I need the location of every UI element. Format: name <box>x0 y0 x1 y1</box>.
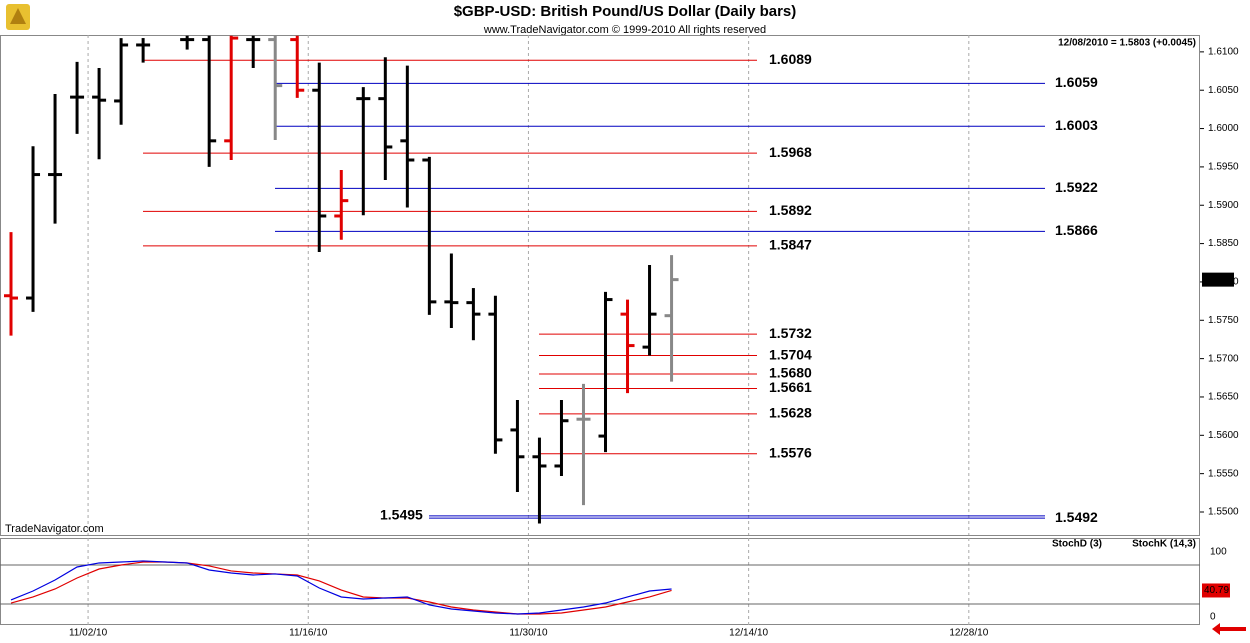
level-label: 1.5576 <box>769 444 812 460</box>
logo <box>6 4 30 30</box>
y-tick-label: 1.5500 <box>1208 507 1239 518</box>
last-value-box <box>1202 583 1230 598</box>
level-label: 1.5922 <box>1055 179 1098 195</box>
level-label: 1.5968 <box>769 144 812 160</box>
scroll-arrow[interactable] <box>1212 623 1246 635</box>
x-tick-label: 11/30/10 <box>509 628 548 639</box>
level-label: 1.6089 <box>769 51 812 67</box>
stoch-line <box>10 561 672 615</box>
stoch-line <box>10 560 672 615</box>
x-tick-label: 11/16/10 <box>289 628 328 639</box>
y-tick-label: 1.6100 <box>1208 47 1239 58</box>
y-tick-label: 1.5600 <box>1208 430 1239 441</box>
stoch-frame <box>0 538 1200 625</box>
y-tick-label: 1.6050 <box>1208 85 1239 96</box>
level-label: 1.6003 <box>1055 117 1098 133</box>
x-tick-label: 12/28/10 <box>949 628 988 639</box>
level-label: 1.5492 <box>1055 509 1098 525</box>
level-label: 1.5892 <box>769 202 812 218</box>
chart-subtitle: www.TradeNavigator.com © 1999-2010 All r… <box>483 24 766 36</box>
y-tick-label: 1.6000 <box>1208 123 1239 134</box>
y-tick-label: 0 <box>1210 612 1216 623</box>
last-value-label: 40.79 <box>1204 585 1229 596</box>
level-label: 1.5680 <box>769 365 812 381</box>
chart-title: $GBP-USD: British Pound/US Dollar (Daily… <box>454 3 797 20</box>
y-tick-label: 1.5550 <box>1208 468 1239 479</box>
y-tick-label: 1.5650 <box>1208 392 1239 403</box>
y-tick-label: 1.5950 <box>1208 162 1239 173</box>
y-tick-label: 1.5700 <box>1208 353 1239 364</box>
level-label: 1.5628 <box>769 405 812 421</box>
last-price-box <box>1202 272 1234 287</box>
level-label: 1.5732 <box>769 325 812 341</box>
level-label: 1.5704 <box>769 346 812 362</box>
legend-entry: StochD (3) <box>1052 539 1102 550</box>
price-frame <box>0 35 1200 536</box>
y-tick-label: 100 <box>1210 547 1227 558</box>
watermark: TradeNavigator.com <box>5 523 104 535</box>
x-tick-label: 11/02/10 <box>69 628 108 639</box>
x-tick-label: 12/14/10 <box>729 628 768 639</box>
y-tick-label: 1.5850 <box>1208 238 1239 249</box>
level-label: 1.5495 <box>380 507 423 523</box>
y-tick-label: 1.5900 <box>1208 200 1239 211</box>
y-tick-label: 1.5750 <box>1208 315 1239 326</box>
last-price-label: 1.5803 <box>1204 274 1235 285</box>
quote: 12/08/2010 = 1.5803 (+0.0045) <box>1058 38 1196 49</box>
level-label: 1.6059 <box>1055 74 1098 90</box>
level-label: 1.5661 <box>769 379 812 395</box>
level-label: 1.5847 <box>769 237 812 253</box>
level-label: 1.5866 <box>1055 222 1098 238</box>
legend-entry: StochK (14,3) <box>1132 539 1196 550</box>
